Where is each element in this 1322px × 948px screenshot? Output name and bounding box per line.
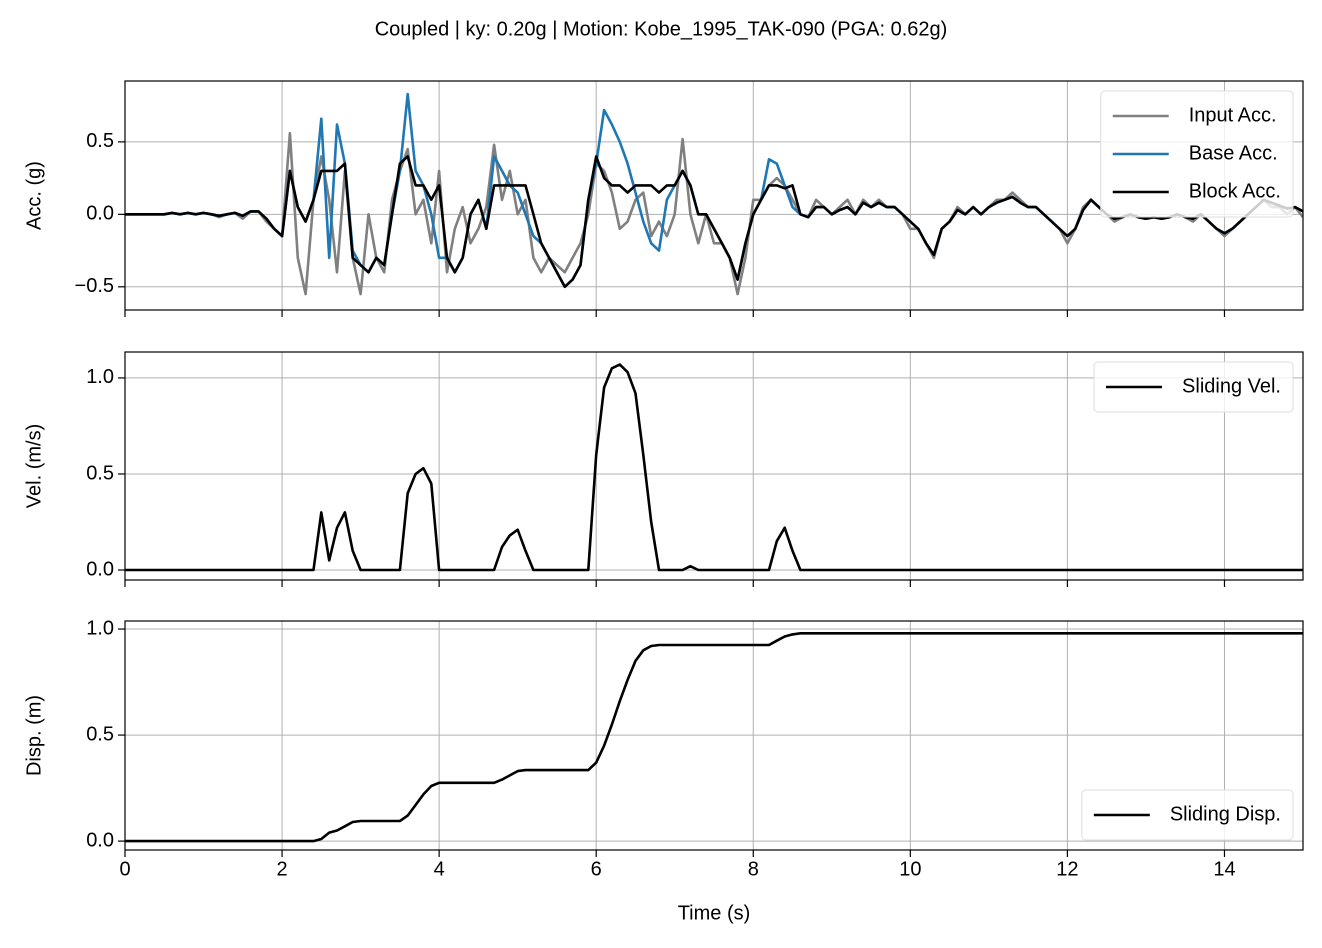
legend: Sliding Vel. <box>1093 361 1294 413</box>
y-tick-label: 1.0 <box>86 617 114 639</box>
y-axis-label: Disp. (m) <box>23 695 45 776</box>
y-tick-label: 0.5 <box>86 723 114 745</box>
legend-box <box>1081 789 1294 841</box>
panel: −0.5 0.0 0.5 Acc. (g) Input Acc. Base Acc. Blo… <box>23 80 1304 317</box>
legend-label: Sliding Disp. <box>1170 803 1281 825</box>
legend-box <box>1093 361 1294 413</box>
x-tick-label: 4 <box>434 858 445 880</box>
series-line <box>125 363 1303 572</box>
x-tick-label: 6 <box>591 858 602 880</box>
y-tick-label: 0.0 <box>86 829 114 851</box>
x-tick-label: 8 <box>748 858 759 880</box>
y-axis-label: Vel. (m/s) <box>23 424 45 508</box>
legend-label: Base Acc. <box>1189 142 1278 164</box>
axes-frame <box>124 351 1304 581</box>
legend-label: Sliding Vel. <box>1182 375 1281 397</box>
y-tick-label: 0.0 <box>86 203 114 225</box>
y-tick-label: −0.5 <box>75 275 114 297</box>
legend: Sliding Disp. <box>1081 789 1294 841</box>
x-tick-label: 10 <box>899 858 921 880</box>
legend-label: Input Acc. <box>1189 104 1277 126</box>
y-tick-label: 0.0 <box>86 558 114 580</box>
x-tick-label: 0 <box>119 858 130 880</box>
axes-frame <box>124 80 1304 311</box>
legend-box <box>1100 90 1294 218</box>
y-tick-label: 1.0 <box>86 366 114 388</box>
axes-frame <box>124 620 1304 851</box>
y-tick-label: 0.5 <box>86 130 114 152</box>
y-tick-label: 0.5 <box>86 462 114 484</box>
legend: Input Acc. Base Acc. Block Acc. <box>1100 90 1294 218</box>
y-axis-label: Acc. (g) <box>23 161 45 230</box>
panel: 0.0 0.5 1.0 Vel. (m/s) Sliding Vel. <box>23 351 1304 587</box>
x-tick-label: 2 <box>277 858 288 880</box>
x-tick-label: 14 <box>1213 858 1235 880</box>
figure-title: Coupled | ky: 0.20g | Motion: Kobe_1995_… <box>375 18 948 40</box>
x-axis-label: Time (s) <box>678 902 751 924</box>
series-line <box>125 632 1303 843</box>
x-tick-label: 12 <box>1056 858 1078 880</box>
panel: 0 2 4 6 8 10 12 14 0.0 0.5 1.0 Disp. (m) Time (s) Sli… <box>23 617 1304 924</box>
legend-label: Block Acc. <box>1189 180 1281 202</box>
